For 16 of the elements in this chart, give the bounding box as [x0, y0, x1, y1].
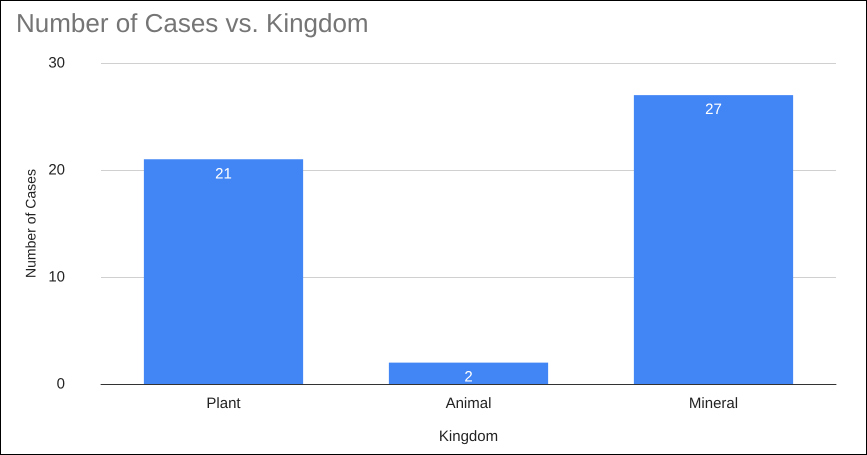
y-tick-label: 30 [48, 54, 65, 72]
x-tick-label: Mineral [688, 395, 738, 412]
y-tick-label: 20 [48, 162, 65, 178]
x-tick-label: Plant [206, 395, 242, 412]
data-label: 27 [705, 101, 722, 118]
x-tick-label: Animal [446, 395, 492, 412]
data-label: 2 [464, 368, 473, 386]
chart-title: Number of Cases vs. Kingdom [16, 8, 369, 38]
y-tick-label: 0 [56, 376, 65, 392]
bar [634, 95, 794, 384]
data-label: 21 [215, 165, 232, 182]
bar [144, 159, 304, 384]
y-axis-title: Number of Cases [22, 169, 38, 278]
y-tick-label: 10 [48, 268, 65, 286]
x-axis-title: Kingdom [438, 428, 498, 445]
bar [388, 362, 548, 384]
